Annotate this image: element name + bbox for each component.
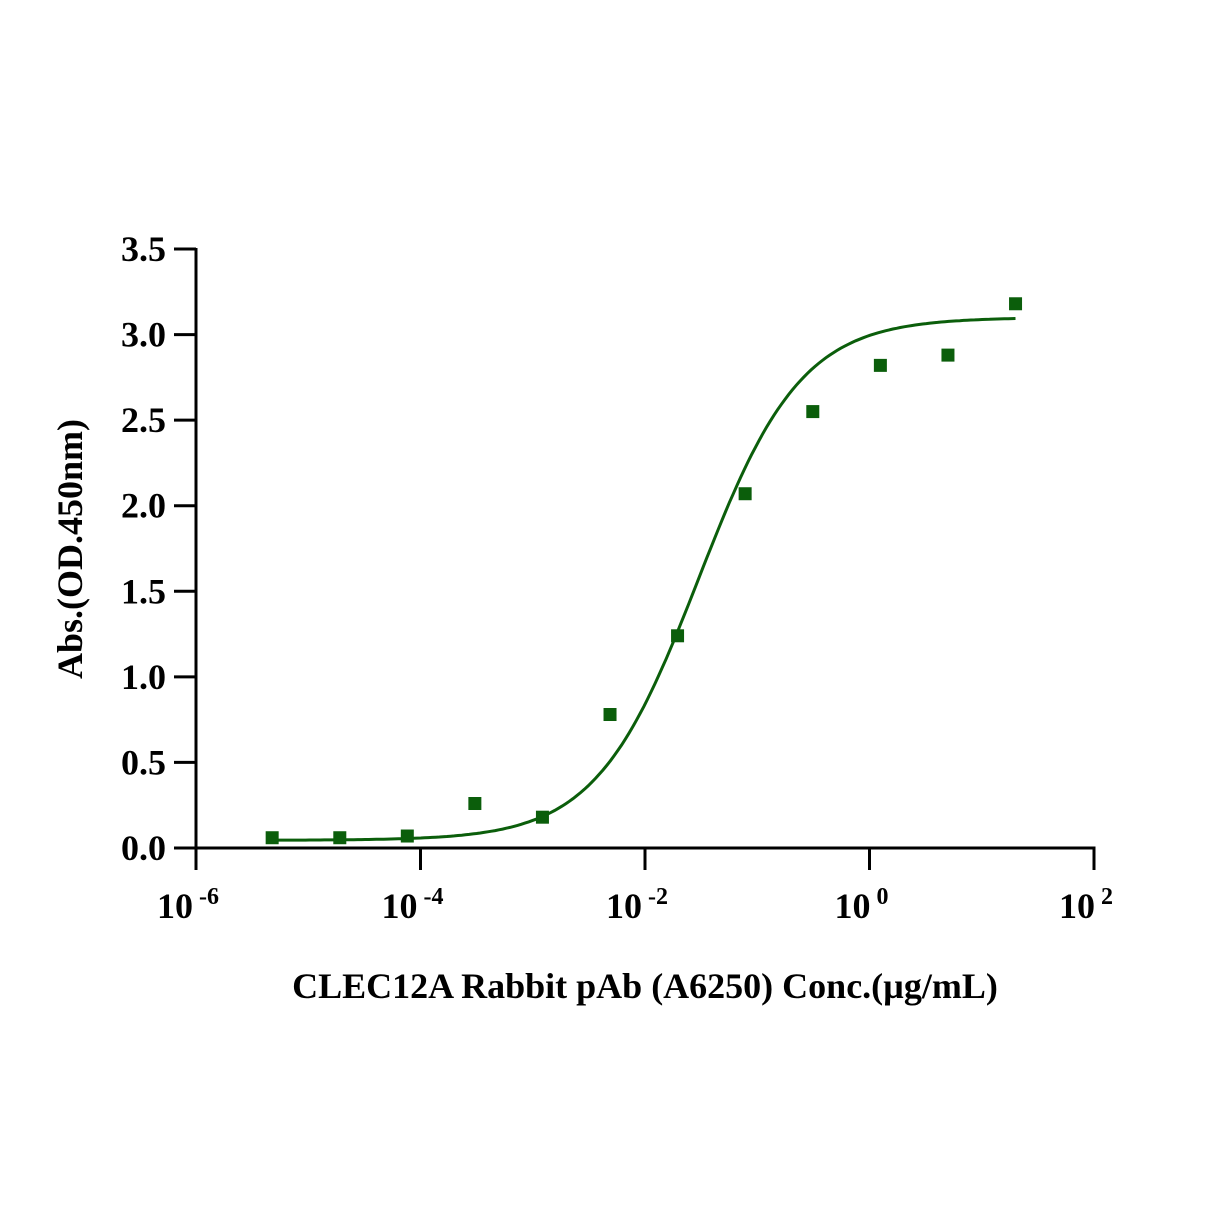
y-tick-label: 3.5: [121, 229, 166, 269]
data-point: [873, 358, 887, 372]
data-point: [265, 831, 279, 845]
x-axis-label: CLEC12A Rabbit pAb (A6250) Conc.(µg/mL): [292, 966, 998, 1006]
y-tick-label: 2.5: [121, 400, 166, 440]
x-tick-label: 10 2: [1059, 884, 1113, 926]
y-tick-label: 1.0: [121, 657, 166, 697]
y-tick-label: 0.0: [121, 828, 166, 868]
data-point: [535, 810, 549, 824]
y-tick-label: 3.0: [121, 315, 166, 355]
y-tick-label: 1.5: [121, 571, 166, 611]
data-points: [265, 297, 1023, 845]
data-point: [468, 797, 482, 811]
data-point: [333, 831, 347, 845]
x-tick-label: 10 0: [835, 884, 889, 926]
y-tick-label: 2.0: [121, 486, 166, 526]
data-point: [941, 348, 955, 362]
fit-curve: [272, 317, 1016, 842]
data-point: [806, 405, 820, 419]
x-tick-label: 10 -2: [606, 884, 668, 926]
y-tick-label: 0.5: [121, 742, 166, 782]
x-tick-label: 10 -6: [157, 884, 219, 926]
data-point: [738, 487, 752, 501]
axes: 0.0 0.5 1.0 1.5 2.0 2.5 3.0 3.5 10 -6 10 -4 10 -2 1…: [121, 229, 1113, 926]
y-axis-label: Abs.(OD.450nm): [50, 419, 90, 679]
x-tick-label: 10 -4: [382, 884, 444, 926]
data-point: [400, 829, 414, 843]
data-point: [1009, 297, 1023, 311]
data-point: [603, 708, 617, 722]
data-point: [671, 629, 685, 643]
